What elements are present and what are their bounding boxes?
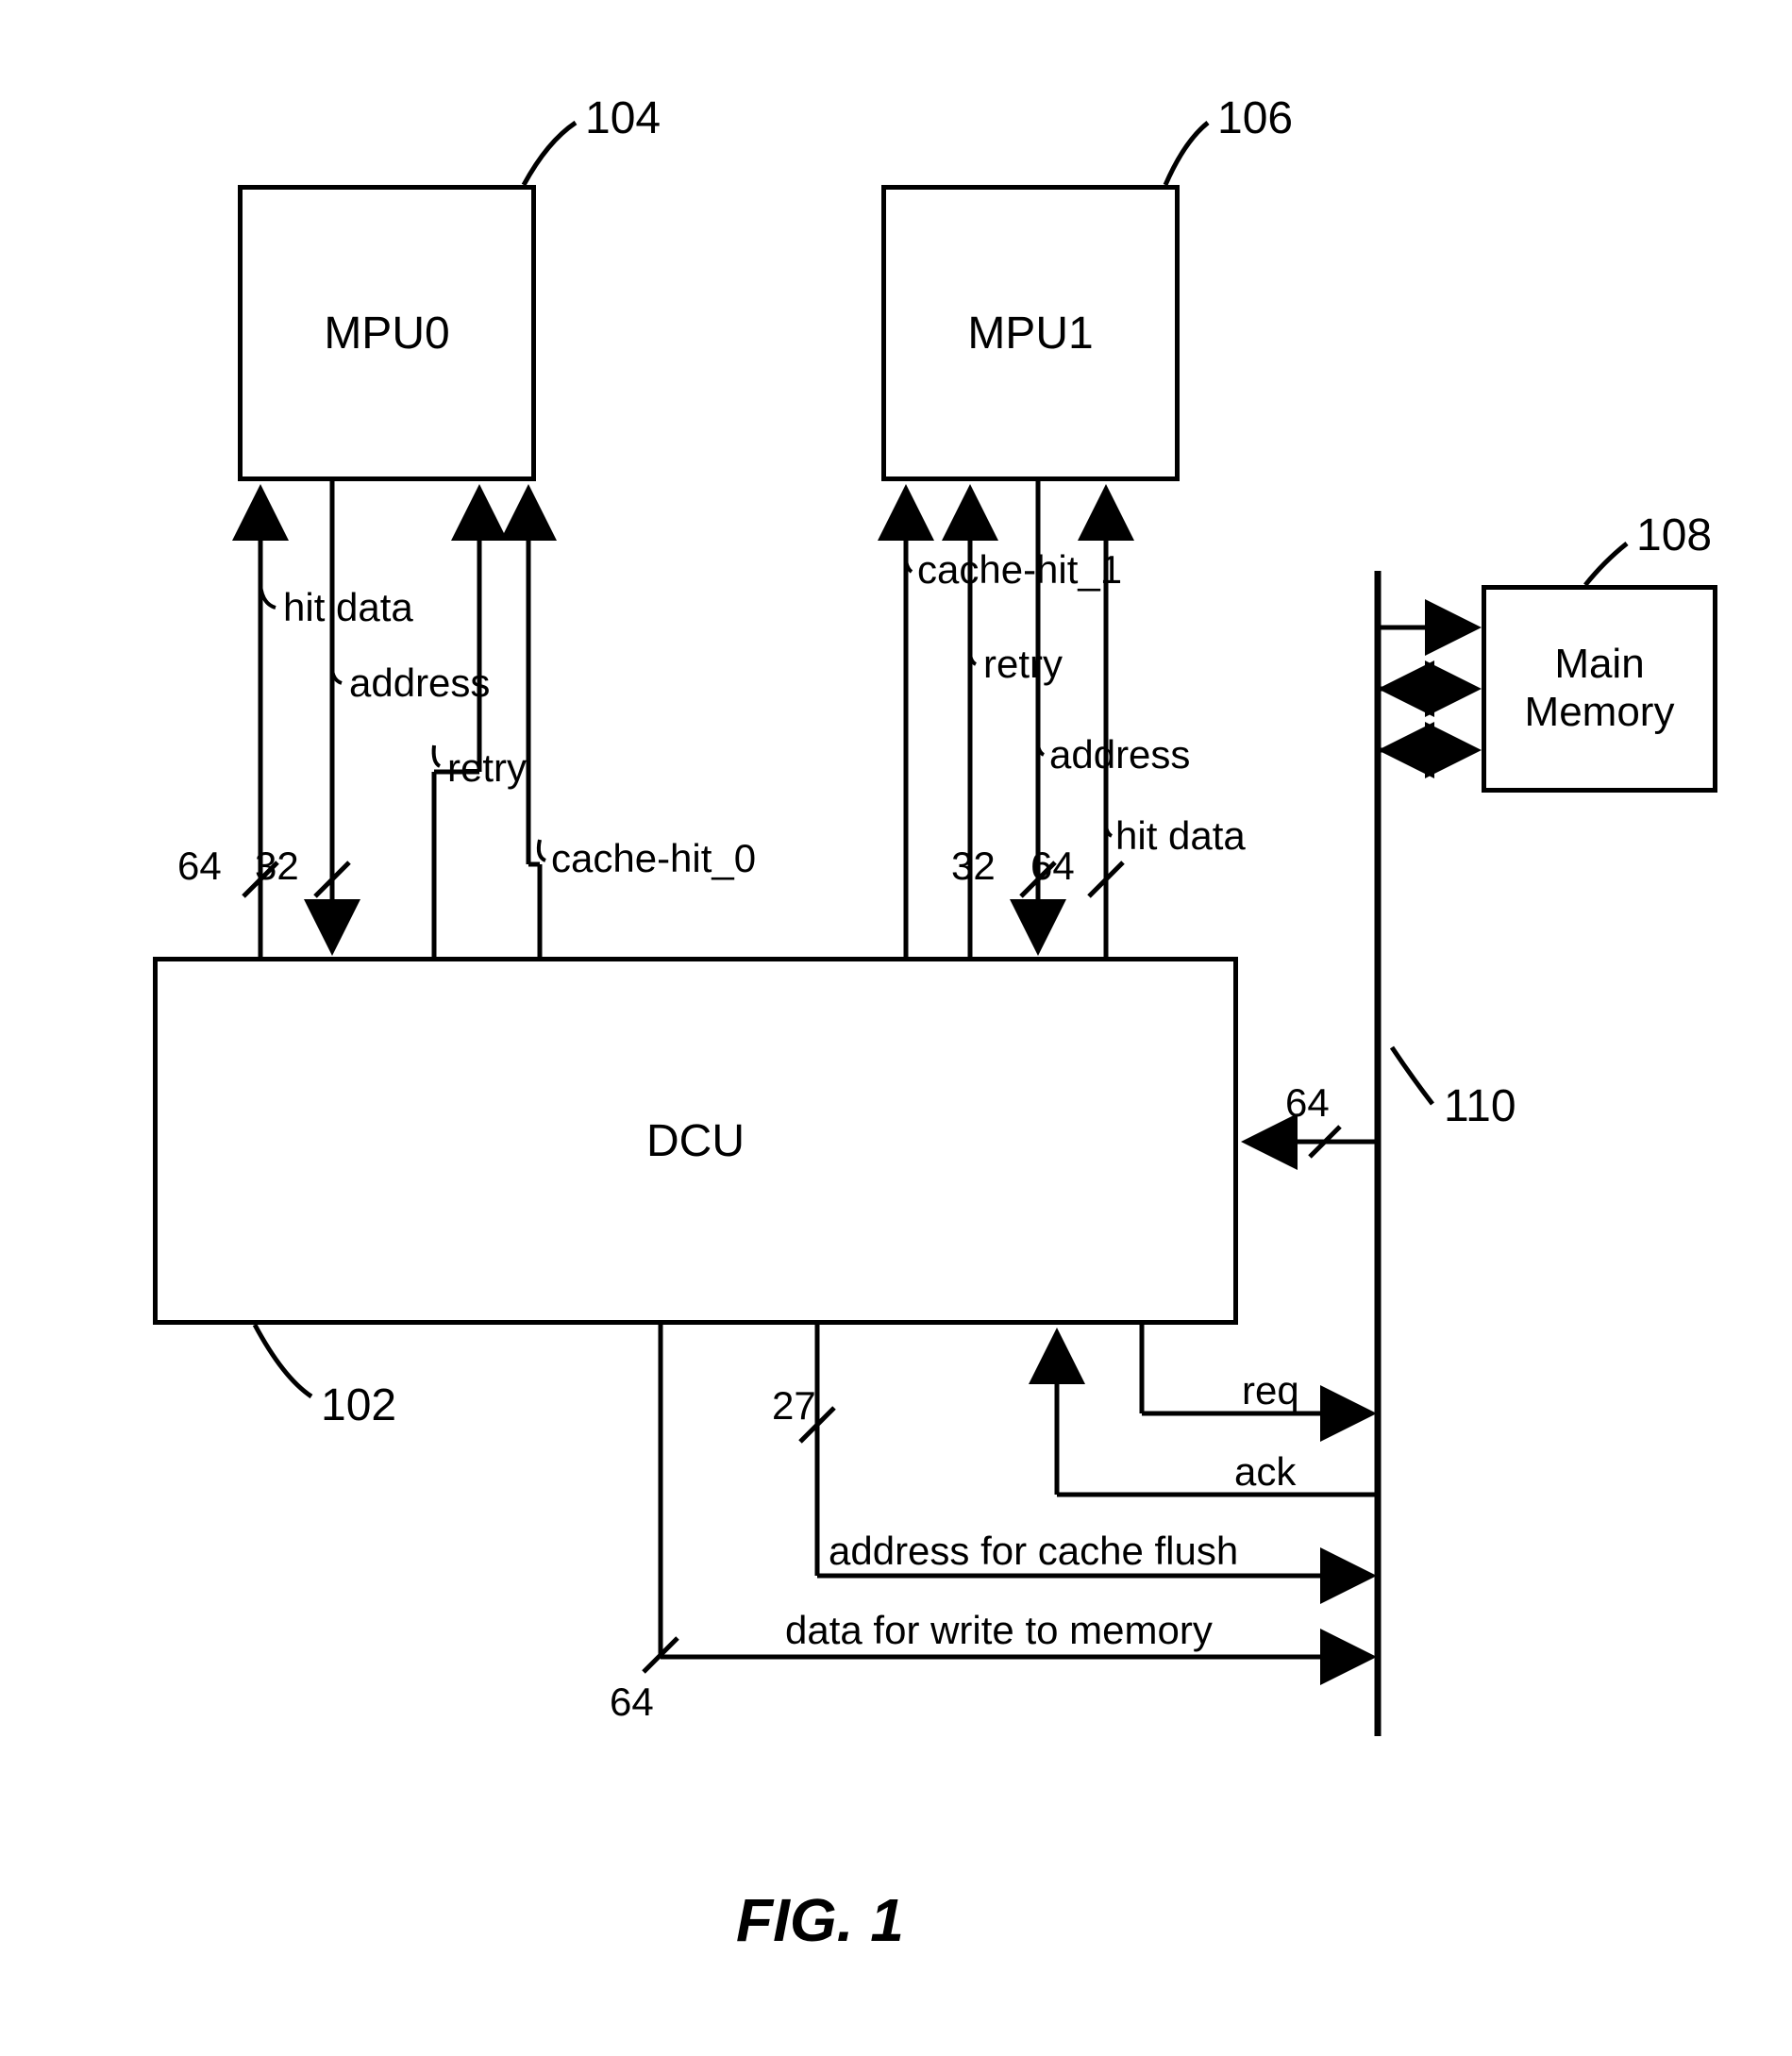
diagram-canvas: MPU0 104 MPU1 106 Main Memory 108 DCU 10… <box>0 0 1792 2056</box>
node-mpu1: MPU1 <box>881 185 1180 481</box>
ref-main-memory: 108 <box>1636 510 1712 561</box>
edge-mpu0-hitdata-width: 64 <box>177 844 222 889</box>
edge-mpu1-retry-label: retry <box>983 642 1063 687</box>
edge-mpu0-address-width: 32 <box>255 844 299 889</box>
node-dcu: DCU <box>153 957 1238 1325</box>
node-mpu0: MPU0 <box>238 185 536 481</box>
edge-mpu1-address-width: 32 <box>951 844 996 889</box>
ref-bus: 110 <box>1444 1080 1516 1132</box>
edge-mpu1-cachehit-label: cache-hit_1 <box>917 547 1122 593</box>
node-mpu0-label: MPU0 <box>324 308 449 359</box>
edge-req-label: req <box>1242 1368 1299 1413</box>
edge-mpu1-hitdata-width: 64 <box>1030 844 1075 889</box>
node-main-memory-label: Main Memory <box>1525 641 1675 736</box>
edge-mpu0-hitdata-label: hit data <box>283 585 413 630</box>
ref-mpu1: 106 <box>1217 92 1293 144</box>
node-main-memory: Main Memory <box>1482 585 1717 793</box>
edge-ack-label: ack <box>1234 1449 1296 1495</box>
edge-mpu1-hitdata-label: hit data <box>1115 813 1246 859</box>
edge-mpu0-address-label: address <box>349 660 490 706</box>
edge-mpu1-address-label: address <box>1049 732 1190 777</box>
edge-bus-dcu-width: 64 <box>1285 1080 1330 1126</box>
figure-title: FIG. 1 <box>736 1885 904 1955</box>
edge-mpu0-retry-label: retry <box>447 745 527 791</box>
node-mpu1-label: MPU1 <box>967 308 1093 359</box>
edge-mpu0-cachehit-label: cache-hit_0 <box>551 836 756 881</box>
ref-mpu0: 104 <box>585 92 661 144</box>
edge-datawrite-width: 64 <box>610 1680 654 1725</box>
edge-addrflush-label: address for cache flush <box>829 1529 1238 1574</box>
edge-datawrite-label: data for write to memory <box>785 1608 1213 1653</box>
node-dcu-label: DCU <box>646 1115 745 1167</box>
edge-addrflush-width: 27 <box>772 1383 816 1429</box>
ref-dcu: 102 <box>321 1379 396 1431</box>
